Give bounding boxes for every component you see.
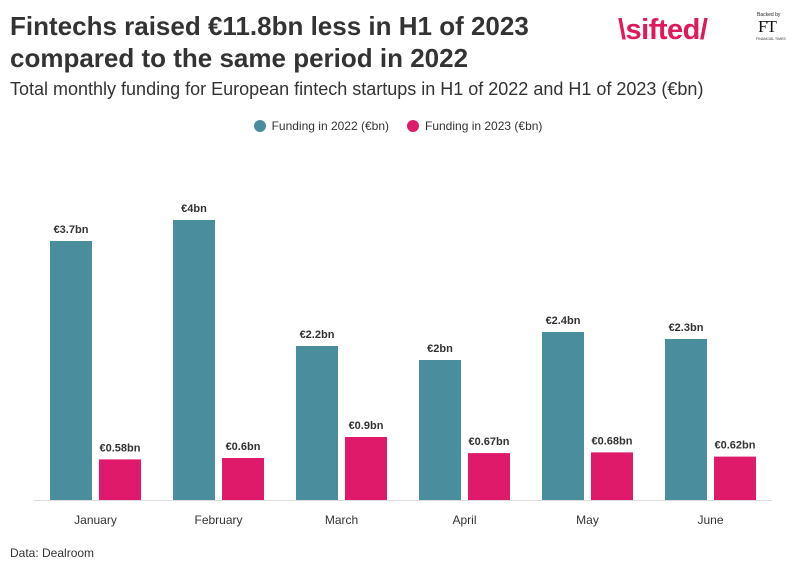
bar-2022-may[interactable]: [542, 332, 584, 500]
chart-legend: Funding in 2022 (€bn) Funding in 2023 (€…: [0, 116, 796, 136]
bar-2023-april[interactable]: [468, 453, 510, 500]
data-label-2023-june: €0.62bn: [715, 440, 756, 452]
ft-logo: Backed by FT FINANCIAL TIMES: [756, 12, 786, 50]
data-label-2022-june: €2.3bn: [669, 322, 704, 334]
legend-item-2022[interactable]: Funding in 2022 (€bn): [253, 119, 389, 133]
x-tick-label-march: March: [325, 513, 358, 527]
legend-label-2022: Funding in 2022 (€bn): [271, 119, 389, 133]
bar-2023-june[interactable]: [714, 456, 756, 500]
data-label-2022-april: €2bn: [427, 343, 453, 355]
bar-2023-january[interactable]: [99, 459, 141, 500]
data-label-2022-january: €3.7bn: [54, 224, 89, 236]
sifted-wordmark: \sifted/: [618, 14, 708, 46]
data-label-2023-january: €0.58bn: [100, 442, 141, 454]
data-label-2023-may: €0.68bn: [592, 435, 633, 447]
x-tick-label-april: April: [452, 513, 476, 527]
bar-2023-march[interactable]: [345, 437, 387, 500]
backed-by-text: Backed by: [757, 12, 781, 18]
sifted-logo: \sifted/ Backed by FT FINANCIAL TIMES: [618, 10, 788, 52]
bar-2023-february[interactable]: [222, 458, 264, 500]
legend-item-2023[interactable]: Funding in 2023 (€bn): [407, 119, 542, 133]
ft-publisher-text: FINANCIAL TIMES: [756, 37, 786, 41]
bar-2022-april[interactable]: [419, 360, 461, 500]
bar-chart: €3.7bn €0.58bn January €4bn €0.6bn February €2…: [34, 203, 772, 527]
legend-swatch-2023: [407, 120, 419, 132]
ft-monogram: FT: [758, 17, 777, 36]
data-label-2022-march: €2.2bn: [300, 329, 335, 341]
bar-2023-may[interactable]: [591, 452, 633, 500]
chart-subtitle: Total monthly funding for European finte…: [10, 79, 704, 99]
bar-2022-june[interactable]: [665, 339, 707, 500]
data-label-2023-march: €0.9bn: [349, 420, 384, 432]
chart-title: Fintechs raised €11.8bn less in H1 of 20…: [10, 11, 529, 73]
data-label-2022-february: €4bn: [181, 203, 207, 215]
x-tick-label-june: June: [697, 513, 723, 527]
legend-swatch-2022: [253, 120, 266, 132]
legend-label-2023: Funding in 2023 (€bn): [425, 119, 543, 133]
bar-2022-january[interactable]: [50, 241, 92, 500]
data-label-2023-april: €0.67bn: [469, 436, 510, 448]
x-tick-label-january: January: [74, 513, 117, 527]
data-label-2023-february: €0.6bn: [226, 441, 261, 453]
data-label-2022-may: €2.4bn: [546, 315, 581, 327]
x-tick-label-may: May: [576, 513, 599, 527]
x-tick-label-february: February: [194, 513, 242, 527]
bar-2022-march[interactable]: [296, 346, 338, 500]
bar-2022-february[interactable]: [173, 220, 215, 500]
data-source: Data: Dealroom: [10, 546, 95, 560]
